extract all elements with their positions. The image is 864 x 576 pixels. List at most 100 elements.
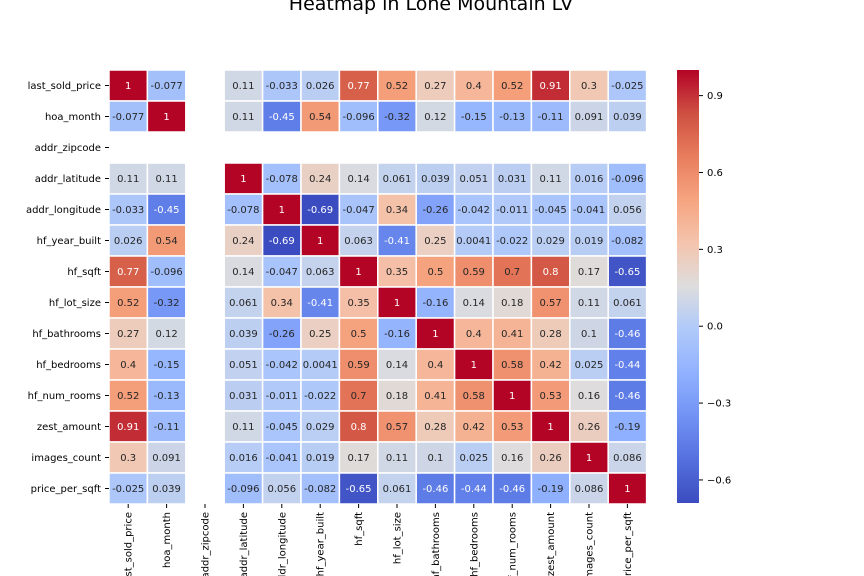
heatmap-cell [607, 286, 648, 319]
cell-value-label: 1 [240, 174, 246, 185]
cell-value-label: -0.096 [150, 267, 182, 278]
cell-value-label: 0.26 [578, 422, 600, 433]
cell-value-label: -0.041 [573, 205, 605, 216]
cell-value-label: 0.28 [424, 422, 446, 433]
x-tick-label: addr_latitude [239, 512, 250, 576]
heatmap-cell [607, 472, 648, 505]
heatmap-cell [300, 441, 341, 474]
heatmap-cell [338, 317, 379, 350]
cell-value-label: 0.025 [575, 360, 604, 371]
cell-value-label: 0.27 [424, 81, 446, 92]
y-tick-label: hf_num_rooms [28, 391, 101, 402]
cell-value-label: -0.047 [266, 267, 298, 278]
heatmap-cell [377, 193, 417, 226]
cell-value-label: 0.029 [536, 236, 565, 247]
cell-value-label: 0.25 [424, 236, 446, 247]
x-tick-label: hf_bathrooms [431, 512, 442, 576]
heatmap-cell [569, 379, 609, 412]
cell-value-label: 1 [547, 422, 553, 433]
heatmap-cell [415, 69, 456, 102]
cell-value-label: -0.096 [227, 484, 259, 495]
colorbar-ticks: 0.9 0.6 0.3 0.0 −0.3 −0.6 [699, 91, 731, 486]
cell-value-label: 0.12 [424, 112, 446, 123]
cell-value-label: -0.022 [496, 236, 528, 247]
x-tick-label: hf_year_built [316, 512, 327, 576]
heatmap-cell [569, 193, 609, 226]
heatmap-cell [146, 379, 187, 412]
cell-value-label: -0.045 [534, 205, 566, 216]
cell-value-label: -0.46 [614, 329, 640, 340]
cell-value-label: 0.57 [539, 298, 561, 309]
cell-value-label: -0.46 [499, 484, 525, 495]
cell-value-label: 0.063 [306, 267, 335, 278]
y-tick-labels: last_sold_price hoa_month addr_zipcodeaddr… [26, 81, 109, 495]
heatmap-cell [223, 286, 264, 319]
cell-value-label: -0.19 [538, 484, 564, 495]
heatmap-cell [300, 472, 341, 505]
cell-value-label: -0.011 [496, 205, 528, 216]
cell-value-label: -0.047 [342, 205, 374, 216]
cell-value-label: 0.41 [424, 391, 446, 402]
heatmap-cell [377, 224, 417, 257]
y-tick-label: price_per_sqft [31, 484, 101, 495]
cell-value-label: 0.77 [347, 81, 369, 92]
x-tick-label: hf_sqft [354, 512, 365, 546]
heatmap-cell [569, 255, 609, 288]
cell-value-label: 0.5 [427, 267, 443, 278]
heatmap-cell [530, 193, 571, 226]
y-tick-label: hf_year_built [37, 236, 101, 247]
cell-value-label: 0.14 [463, 298, 485, 309]
cell-value-label: -0.042 [266, 360, 298, 371]
cell-value-label: 0.42 [539, 360, 561, 371]
heatmap-cell [223, 255, 264, 288]
cell-value-label: -0.19 [614, 422, 640, 433]
cell-value-label: 0.52 [501, 81, 523, 92]
heatmap-cell [377, 255, 417, 288]
cell-value-label: 0.3 [581, 81, 597, 92]
cell-value-label: 0.11 [232, 81, 254, 92]
cell-value-label: 0.27 [117, 329, 139, 340]
cell-value-label: 0.26 [539, 453, 561, 464]
cell-value-label: 0.41 [501, 329, 523, 340]
y-tick-label: zest_amount [37, 422, 101, 433]
heatmap-cell [607, 410, 648, 443]
x-tick-label: hf_bedrooms [469, 512, 480, 576]
cell-value-label: 0.11 [578, 298, 600, 309]
heatmap-cell [261, 348, 302, 381]
cell-value-label: 0.11 [117, 174, 139, 185]
heatmap-cell [377, 317, 417, 350]
cell-value-label: 0.026 [306, 81, 335, 92]
cell-value-label: 0.1 [581, 329, 597, 340]
cell-value-label: 0.056 [613, 205, 642, 216]
colorbar-tick-label: 0.0 [707, 322, 723, 333]
cell-value-label: -0.45 [154, 205, 180, 216]
heatmap-cell [415, 100, 456, 133]
heatmap-cell [261, 379, 302, 412]
heatmap-cell [530, 379, 571, 412]
cell-value-label: 0.039 [421, 174, 450, 185]
cell-value-label: 0.11 [232, 422, 254, 433]
cell-value-label: 1 [394, 298, 400, 309]
cell-value-label: 0.59 [347, 360, 369, 371]
y-tick-label: addr_zipcode [35, 143, 101, 154]
cell-value-label: -0.44 [614, 360, 640, 371]
cell-value-label: 0.086 [613, 453, 642, 464]
cell-value-label: 0.14 [347, 174, 369, 185]
x-tick-label: zest_amount [546, 512, 557, 576]
y-tick-label: last_sold_price [28, 81, 101, 92]
cell-value-label: 0.24 [232, 236, 254, 247]
cell-value-label: -0.46 [422, 484, 448, 495]
heatmap-cell [223, 162, 264, 195]
cell-value-label: 0.061 [229, 298, 258, 309]
cell-value-label: 0.28 [539, 329, 561, 340]
cell-value-label: 0.061 [383, 484, 412, 495]
heatmap-cell [261, 410, 302, 443]
heatmap-cell [607, 317, 648, 350]
heatmap-cell [453, 255, 494, 288]
x-tick-label: hf_lot_size [393, 512, 404, 564]
heatmap-cell [300, 317, 341, 350]
cell-value-label: 1 [509, 391, 515, 402]
heatmap-cell [569, 69, 609, 102]
cell-value-label: -0.44 [461, 484, 487, 495]
colorbar-tick-label: 0.9 [707, 91, 723, 102]
